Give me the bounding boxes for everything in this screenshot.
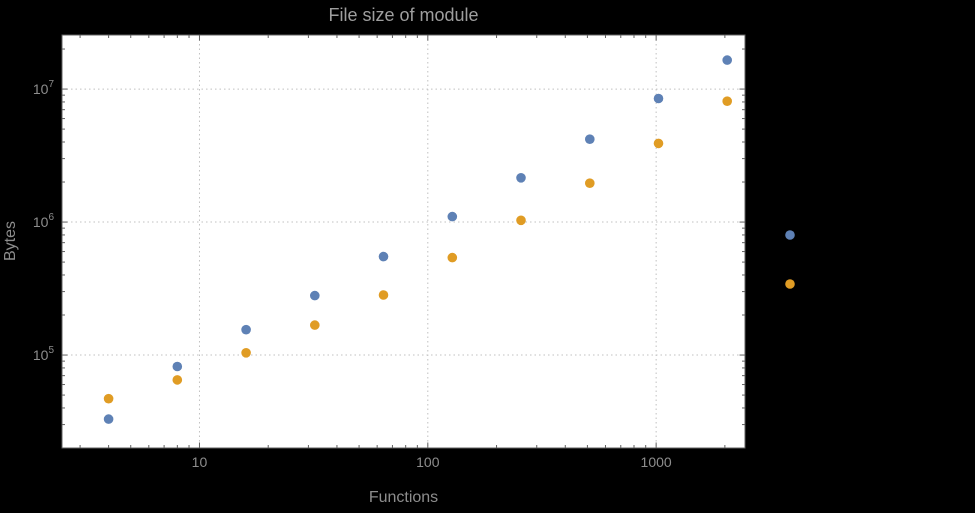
data-point (172, 375, 183, 385)
data-point (310, 320, 320, 330)
data-point (103, 393, 114, 404)
x-axis-label: Functions (368, 489, 439, 506)
data-point (516, 215, 526, 226)
y-tick-label: 106 (33, 212, 55, 230)
data-point (653, 93, 664, 104)
chart-title: File size of module (328, 5, 479, 25)
series-2-points (103, 96, 732, 404)
plot-area (62, 35, 745, 448)
data-point (447, 252, 458, 263)
data-point (585, 134, 595, 144)
data-point (241, 324, 251, 335)
data-point (447, 211, 458, 222)
tick-labels: 10 100 1000 105 106 107 (33, 79, 672, 470)
data-point (516, 173, 526, 183)
data-point (103, 414, 114, 424)
data-point (653, 138, 664, 149)
data-point (241, 348, 251, 358)
x-tick-label: 100 (416, 454, 440, 470)
legend-marker (785, 230, 795, 240)
y-tick-label: 107 (33, 79, 55, 97)
gridlines (62, 35, 745, 448)
y-tick-label: 105 (33, 345, 55, 363)
plot-frame (61, 34, 746, 449)
data-point (585, 178, 595, 188)
data-point (172, 361, 183, 372)
x-tick-label: 10 (192, 454, 208, 470)
data-point (722, 96, 732, 106)
data-point (722, 55, 732, 65)
x-tick-label: 1000 (641, 454, 672, 470)
data-point (378, 290, 389, 300)
axis-ticks (62, 35, 745, 449)
data-point (378, 251, 389, 262)
y-axis-label: Bytes (2, 220, 19, 262)
data-point (310, 290, 320, 301)
legend-marker (785, 279, 795, 289)
series-1-points (103, 55, 732, 424)
legend (785, 230, 795, 289)
